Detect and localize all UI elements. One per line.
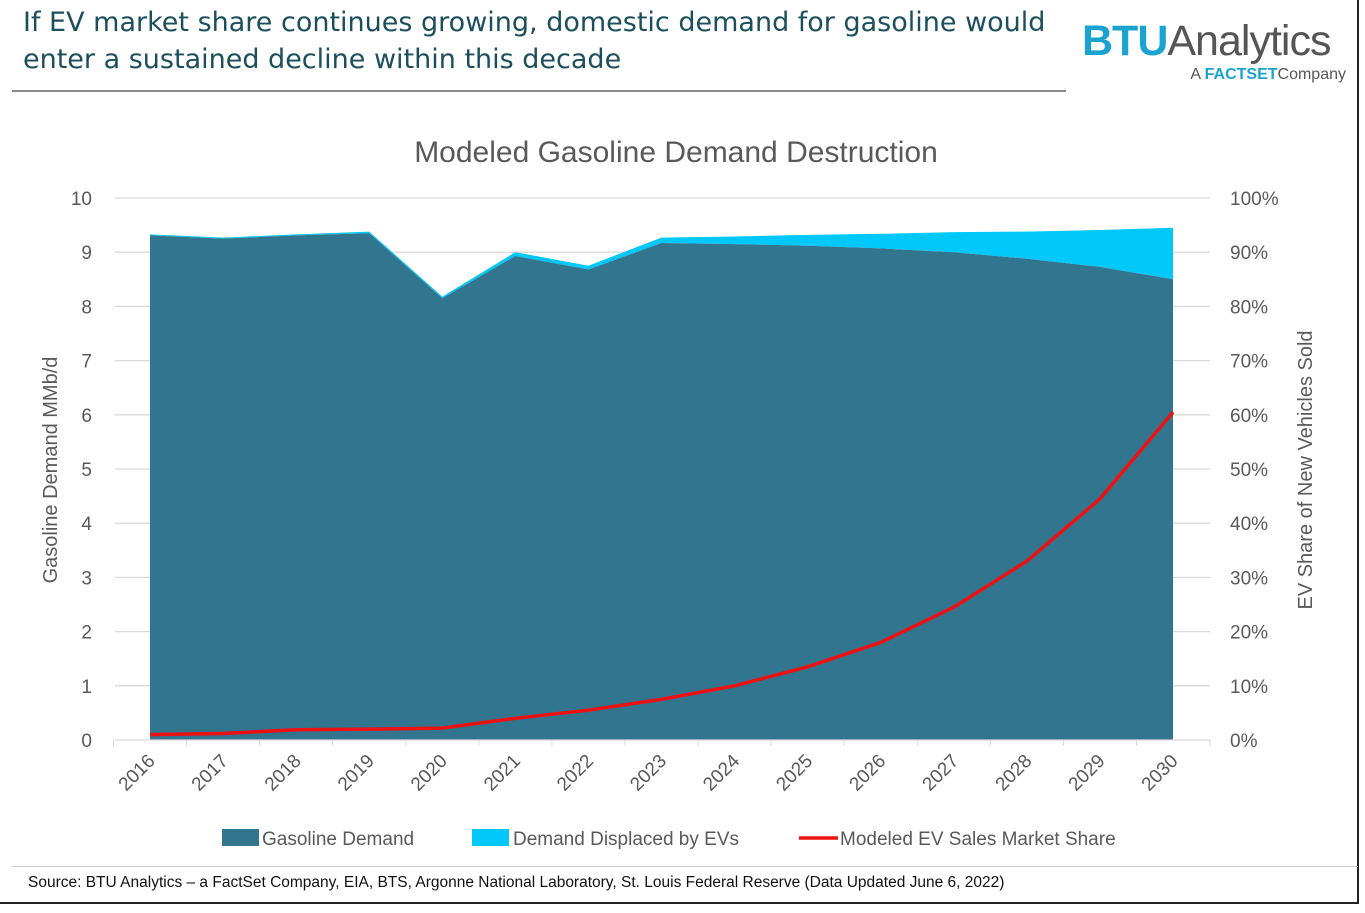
logo-prefix: A: [1190, 66, 1201, 83]
x-tick-label: 2023: [626, 751, 671, 796]
x-tick-label: 2026: [846, 751, 891, 796]
headline-rule: [12, 90, 1066, 92]
logo-suffix: Company: [1277, 66, 1346, 83]
y-right-tick-label: 100%: [1230, 189, 1279, 210]
y-right-tick-label: 90%: [1230, 243, 1268, 264]
headline: If EV market share continues growing, do…: [23, 7, 1046, 75]
y-tick-label: 0: [81, 731, 92, 752]
y-right-tick-label: 20%: [1230, 623, 1268, 644]
y-tick-label: 3: [81, 568, 92, 589]
y-tick-label: 7: [81, 352, 92, 373]
source-divider: [12, 866, 1358, 867]
logo-name: Analytics: [1167, 17, 1331, 65]
logo-brand: BTU: [1082, 17, 1168, 65]
y-axis-right-label: EV Share of New Vehicles Sold: [1295, 330, 1317, 609]
legend-swatch-gasoline-demand: [222, 829, 259, 846]
y-right-tick-label: 50%: [1230, 460, 1268, 481]
x-tick-label: 2025: [772, 751, 817, 796]
x-tick-label: 2030: [1138, 751, 1183, 796]
y-tick-label: 8: [81, 297, 92, 318]
x-tick-label: 2020: [407, 751, 452, 796]
x-tick-label: 2018: [261, 751, 306, 796]
x-tick-label: 2027: [919, 751, 964, 796]
x-tick-label: 2029: [1065, 751, 1110, 796]
y-right-tick-label: 40%: [1230, 514, 1268, 535]
y-axis-label: Gasoline Demand MMb/d: [40, 357, 62, 584]
chart-title: Modeled Gasoline Demand Destruction: [414, 136, 938, 169]
x-tick-label: 2028: [992, 751, 1037, 796]
y-tick-label: 6: [81, 406, 92, 427]
legend-label-gasoline-demand: Gasoline Demand: [262, 829, 414, 850]
y-right-tick-label: 80%: [1230, 297, 1268, 318]
y-tick-label: 10: [71, 189, 92, 210]
x-tick-label: 2022: [553, 751, 598, 796]
logo-parent: FACTSET: [1204, 66, 1278, 83]
y-right-tick-label: 70%: [1230, 352, 1268, 373]
area-gasoline-demand: [150, 233, 1173, 741]
y-tick-label: 1: [81, 677, 92, 698]
x-tick-label: 2016: [115, 751, 160, 796]
y-tick-label: 4: [81, 514, 92, 535]
y-tick-label: 5: [81, 460, 92, 481]
y-tick-label: 2: [81, 623, 92, 644]
y-right-tick-label: 60%: [1230, 406, 1268, 427]
x-tick-label: 2021: [480, 751, 525, 796]
source-note: Source: BTU Analytics – a FactSet Compan…: [28, 874, 1005, 891]
x-tick-label: 2024: [699, 750, 744, 795]
y-right-tick-label: 10%: [1230, 677, 1268, 698]
btu-analytics-logo: BTUAnalytics A FACTSETCompany: [1082, 18, 1352, 84]
legend-swatch-demand-displaced: [472, 829, 509, 846]
legend-label-ev-share: Modeled EV Sales Market Share: [840, 829, 1116, 850]
legend-label-demand-displaced: Demand Displaced by EVs: [513, 829, 739, 850]
y-tick-label: 9: [81, 243, 92, 264]
y-right-tick-label: 30%: [1230, 568, 1268, 589]
y-right-tick-label: 0%: [1230, 731, 1258, 752]
x-tick-label: 2019: [334, 751, 379, 796]
x-tick-label: 2017: [188, 751, 233, 796]
